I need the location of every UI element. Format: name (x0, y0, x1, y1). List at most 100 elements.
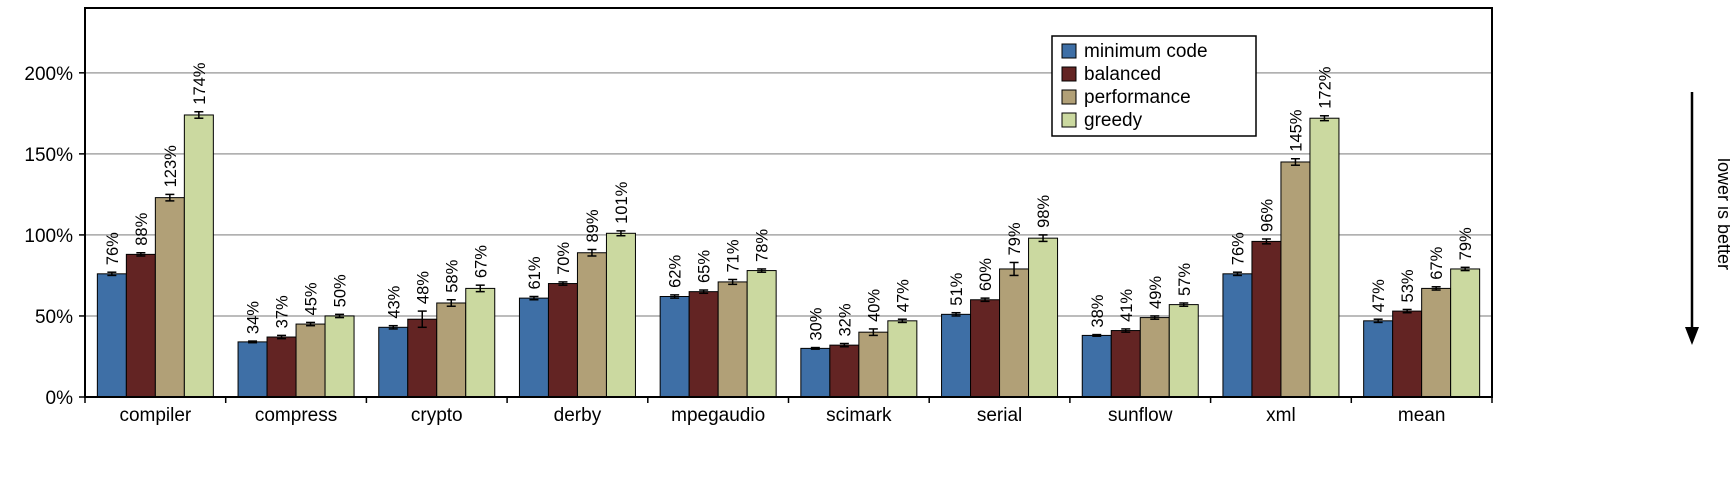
legend-label: performance (1084, 87, 1191, 108)
bar-value-label: 96% (1258, 199, 1276, 232)
bar-compiler-balanced (125, 253, 156, 398)
bar-serial-balanced (970, 299, 1001, 398)
bar-compiler-minimum-code (96, 273, 127, 398)
bar-value-label: 45% (303, 282, 321, 315)
y-tick-label: 200% (24, 64, 73, 85)
y-tick-label: 50% (35, 307, 73, 328)
bar-value-label: 62% (667, 255, 685, 288)
bar-value-label: 101% (613, 181, 631, 224)
bar-value-label: 48% (414, 271, 432, 304)
bar-value-label: 76% (104, 232, 122, 265)
bar-mean-balanced (1392, 310, 1423, 398)
bar-crypto-balanced (407, 318, 438, 398)
bar-value-label: 51% (948, 272, 966, 305)
bar-value-label: 89% (584, 209, 602, 242)
legend-label: greedy (1084, 110, 1143, 131)
bar-value-label: 58% (443, 259, 461, 292)
bar-value-label: 49% (1147, 276, 1165, 309)
x-category-label: compress (255, 405, 337, 426)
bar-scimark-performance (858, 331, 889, 398)
bar-scimark-balanced (829, 344, 860, 398)
bar-xml-minimum-code (1222, 273, 1253, 398)
bar-crypto-greedy (465, 287, 496, 398)
bar-value-label: 65% (696, 250, 714, 283)
bar-sunflow-performance (1139, 317, 1170, 398)
bar-compress-minimum-code (237, 341, 268, 398)
bar-value-label: 70% (555, 242, 573, 275)
plot-border (84, 7, 1493, 398)
bar-sunflow-greedy (1168, 304, 1199, 398)
bar-value-label: 78% (754, 229, 772, 262)
y-tick-label: 100% (24, 226, 73, 247)
x-category-label: sunflow (1108, 405, 1173, 426)
bar-sunflow-minimum-code (1081, 334, 1112, 398)
bar-derby-balanced (547, 283, 578, 398)
bar-value-label: 174% (191, 62, 209, 105)
bar-value-label: 38% (1089, 294, 1107, 327)
x-category-label: mean (1398, 405, 1446, 426)
y-tick-label: 0% (46, 388, 74, 409)
bar-value-label: 79% (1006, 222, 1024, 255)
bar-scimark-greedy (887, 320, 918, 398)
legend-swatch-performance (1061, 89, 1077, 105)
bar-value-label: 37% (274, 295, 292, 328)
bar-derby-greedy (605, 232, 636, 398)
bar-mean-greedy (1450, 268, 1481, 398)
bar-compiler-greedy (183, 114, 214, 398)
bar-compress-performance (295, 323, 326, 398)
legend-swatch-balanced (1061, 66, 1077, 82)
bar-derby-minimum-code (518, 297, 549, 398)
x-category-label: derby (554, 405, 602, 426)
bar-value-label: 123% (162, 145, 180, 188)
bar-serial-minimum-code (941, 313, 972, 398)
y-tick-label: 150% (24, 145, 73, 166)
bar-value-label: 60% (977, 258, 995, 291)
bar-value-label: 61% (526, 256, 544, 289)
bar-value-label: 67% (1428, 246, 1446, 279)
x-category-label: crypto (411, 405, 463, 426)
bar-crypto-performance (436, 302, 467, 398)
bar-serial-greedy (1028, 237, 1059, 398)
bar-value-label: 172% (1316, 66, 1334, 109)
x-category-label: scimark (826, 405, 892, 426)
annotation-lower-is-better: lower is better (1714, 158, 1730, 270)
bar-serial-performance (999, 268, 1030, 398)
legend-box (1051, 35, 1257, 137)
bar-mpegaudio-balanced (688, 291, 719, 398)
bar-sunflow-balanced (1110, 330, 1141, 398)
bar-compress-balanced (266, 336, 297, 398)
bar-value-label: 145% (1287, 109, 1305, 152)
bar-value-label: 57% (1176, 263, 1194, 296)
bar-mean-minimum-code (1363, 320, 1394, 398)
bar-value-label: 50% (332, 274, 350, 307)
bar-xml-balanced (1251, 240, 1282, 398)
bar-value-label: 40% (865, 289, 883, 322)
legend-label: minimum code (1084, 41, 1208, 62)
bar-derby-performance (576, 252, 607, 398)
bar-xml-performance (1280, 161, 1311, 398)
bar-xml-greedy (1309, 117, 1340, 398)
legend-label: balanced (1084, 64, 1161, 85)
bar-mpegaudio-performance (717, 281, 748, 398)
bar-value-label: 88% (133, 212, 151, 245)
bar-value-label: 79% (1457, 227, 1475, 260)
arrow-head-icon (1685, 327, 1699, 345)
bar-value-label: 67% (472, 245, 490, 278)
bar-crypto-minimum-code (378, 326, 409, 398)
bar-compress-greedy (324, 315, 355, 398)
bar-compiler-performance (154, 197, 185, 398)
x-category-label: mpegaudio (671, 405, 765, 426)
bar-scimark-minimum-code (800, 347, 831, 398)
bar-value-label: 47% (1370, 279, 1388, 312)
bar-value-label: 30% (807, 307, 825, 340)
bar-value-label: 32% (836, 303, 854, 336)
bar-mean-performance (1421, 287, 1452, 398)
x-category-label: xml (1266, 405, 1296, 426)
bar-mpegaudio-minimum-code (659, 296, 690, 398)
bar-value-label: 53% (1399, 269, 1417, 302)
bar-mpegaudio-greedy (746, 270, 777, 398)
legend-swatch-greedy (1061, 112, 1077, 128)
bar-value-label: 76% (1229, 232, 1247, 265)
